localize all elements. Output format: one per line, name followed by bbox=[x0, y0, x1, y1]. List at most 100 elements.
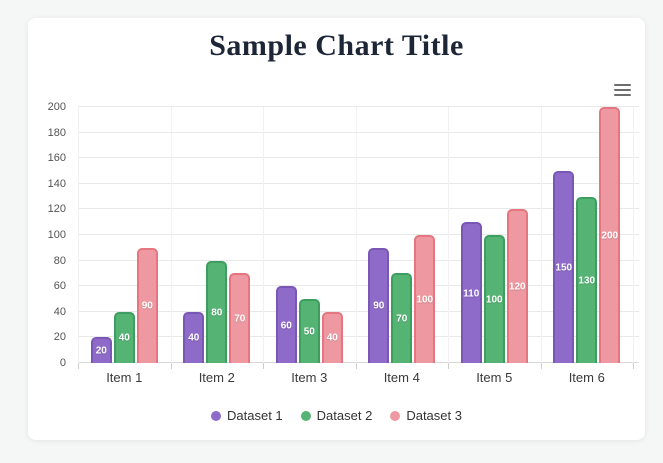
y-axis-tick-label: 160 bbox=[47, 152, 66, 165]
legend-item-dataset-2[interactable]: Dataset 2 bbox=[300, 408, 373, 423]
bar-dataset-2-item-3[interactable]: 50 bbox=[298, 299, 320, 363]
x-axis-tick bbox=[355, 363, 357, 369]
bar-value-label: 60 bbox=[280, 320, 292, 332]
bar-dataset-2-item-5[interactable]: 100 bbox=[483, 235, 505, 363]
bar-dataset-2-item-2[interactable]: 80 bbox=[206, 260, 228, 363]
gridline bbox=[78, 208, 639, 210]
x-axis-tick bbox=[78, 363, 79, 369]
bar-group-item-2: 40 80 70 bbox=[171, 107, 264, 363]
vertical-gridline bbox=[448, 107, 449, 363]
legend-color-dot bbox=[390, 410, 401, 421]
bar-value-label: 70 bbox=[396, 313, 408, 325]
gridline bbox=[78, 285, 639, 287]
bar-group-item-4: 90 70 100 bbox=[356, 107, 449, 363]
bar-value-label: 110 bbox=[463, 288, 480, 300]
chart-card: Sample Chart Title 0 20 40 60 80 100 120 140 160… bbox=[28, 18, 645, 440]
bar-dataset-1-item-5[interactable]: 110 bbox=[460, 222, 482, 363]
bar-dataset-3-item-3[interactable]: 40 bbox=[321, 311, 343, 363]
y-axis-tick-label: 200 bbox=[47, 101, 66, 113]
gridline bbox=[78, 182, 639, 184]
hamburger-line bbox=[614, 94, 631, 96]
legend-color-dot bbox=[300, 410, 311, 421]
y-axis-tick-label: 180 bbox=[47, 126, 66, 139]
vertical-gridline bbox=[633, 107, 634, 363]
bar-dataset-3-item-6[interactable]: 200 bbox=[599, 107, 621, 363]
hamburger-line bbox=[614, 89, 631, 91]
legend-item-dataset-3[interactable]: Dataset 3 bbox=[390, 408, 462, 423]
bar-dataset-2-item-4[interactable]: 70 bbox=[391, 273, 413, 363]
vertical-gridline bbox=[540, 107, 542, 363]
bar-value-label: 90 bbox=[373, 300, 385, 312]
x-axis-label-item-2: Item 2 bbox=[198, 370, 235, 385]
bar-value-label: 120 bbox=[508, 281, 526, 293]
vertical-gridline bbox=[78, 107, 79, 363]
bar-value-label: 100 bbox=[485, 294, 503, 306]
bar-group-item-3: 60 50 40 bbox=[263, 107, 356, 363]
x-axis-label-item-5: Item 5 bbox=[476, 370, 513, 385]
x-axis-line bbox=[78, 362, 639, 363]
bar-dataset-1-item-2[interactable]: 40 bbox=[183, 311, 205, 363]
gridline bbox=[78, 336, 639, 338]
bar-value-label: 100 bbox=[416, 294, 434, 306]
bar-group-item-1: 20 40 90 bbox=[78, 107, 171, 363]
bar-value-label: 70 bbox=[234, 313, 246, 325]
bar-value-label: 50 bbox=[303, 326, 315, 338]
bar-dataset-3-item-1[interactable]: 90 bbox=[136, 247, 158, 363]
gridline bbox=[78, 310, 639, 312]
x-axis-label-item-6: Item 6 bbox=[568, 370, 605, 385]
y-axis-tick-label: 20 bbox=[53, 331, 66, 344]
gridline bbox=[78, 106, 639, 107]
y-axis-tick-label: 140 bbox=[47, 177, 66, 190]
bar-value-label: 40 bbox=[118, 332, 130, 344]
x-axis-label-item-1: Item 1 bbox=[106, 370, 143, 385]
gridline bbox=[78, 157, 639, 159]
x-axis-label-item-3: Item 3 bbox=[291, 370, 328, 385]
bar-groups: 20 40 90 40 80 70 60 50 40 90 70 100 110 100 120 150 130… bbox=[78, 107, 633, 363]
y-axis-tick-label: 0 bbox=[59, 357, 66, 369]
bar-value-label: 40 bbox=[326, 332, 338, 344]
vertical-gridline bbox=[355, 107, 357, 363]
bar-dataset-3-item-2[interactable]: 70 bbox=[229, 273, 251, 363]
chart-title: Sample Chart Title bbox=[209, 29, 464, 62]
vertical-gridline bbox=[263, 107, 264, 363]
bar-value-label: 40 bbox=[188, 332, 200, 344]
y-axis-tick-label: 80 bbox=[53, 254, 66, 267]
bar-dataset-1-item-4[interactable]: 90 bbox=[368, 247, 390, 363]
y-axis-tick-label: 120 bbox=[47, 203, 66, 216]
legend-label: Dataset 2 bbox=[316, 408, 373, 423]
bar-dataset-2-item-6[interactable]: 130 bbox=[576, 196, 598, 363]
legend-item-dataset-1[interactable]: Dataset 1 bbox=[211, 408, 283, 423]
bar-group-item-5: 110 100 120 bbox=[448, 107, 541, 363]
bar-dataset-1-item-3[interactable]: 60 bbox=[275, 286, 297, 363]
gridline bbox=[78, 234, 639, 235]
bar-value-label: 90 bbox=[141, 300, 153, 312]
bar-dataset-3-item-4[interactable]: 100 bbox=[414, 235, 436, 363]
hamburger-line bbox=[614, 84, 631, 86]
bar-dataset-2-item-1[interactable]: 40 bbox=[113, 311, 135, 363]
legend-color-dot bbox=[211, 410, 222, 421]
bar-dataset-1-item-1[interactable]: 20 bbox=[90, 337, 112, 363]
legend-label: Dataset 3 bbox=[406, 408, 462, 423]
plot-area: 20 40 90 40 80 70 60 50 40 90 70 100 110 100 120 150 130… bbox=[78, 106, 639, 369]
x-axis-tick bbox=[170, 363, 172, 369]
bar-group-item-6: 150 130 200 bbox=[541, 107, 634, 363]
x-axis-label-item-4: Item 4 bbox=[383, 370, 420, 385]
gridline bbox=[78, 131, 639, 133]
x-axis-tick bbox=[633, 363, 634, 369]
x-axis-tick bbox=[540, 363, 542, 369]
y-axis-tick-label: 100 bbox=[47, 229, 66, 241]
bar-value-label: 80 bbox=[211, 307, 223, 319]
hamburger-menu-icon[interactable] bbox=[612, 79, 633, 101]
bar-value-label: 20 bbox=[95, 345, 107, 357]
bar-dataset-3-item-5[interactable]: 120 bbox=[506, 209, 528, 363]
x-axis-tick bbox=[263, 363, 264, 369]
vertical-gridline bbox=[170, 107, 172, 363]
y-axis-tick-label: 60 bbox=[53, 280, 66, 293]
bar-value-label: 130 bbox=[578, 275, 596, 287]
y-axis-tick-label: 40 bbox=[53, 305, 66, 318]
x-axis-tick bbox=[448, 363, 449, 369]
y-axis: 0 20 40 60 80 100 120 140 160 180 200 bbox=[28, 101, 72, 369]
gridline bbox=[78, 259, 639, 261]
legend-label: Dataset 1 bbox=[227, 408, 283, 423]
bar-dataset-1-item-6[interactable]: 150 bbox=[553, 171, 575, 363]
